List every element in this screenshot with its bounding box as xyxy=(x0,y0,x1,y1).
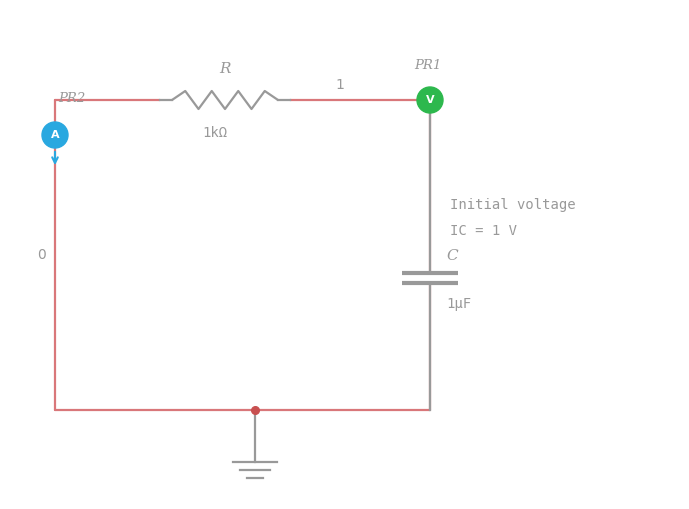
Text: A: A xyxy=(51,130,59,140)
Circle shape xyxy=(417,87,443,113)
Text: 1: 1 xyxy=(336,78,344,92)
Text: 1μF: 1μF xyxy=(446,297,471,311)
Text: 1kΩ: 1kΩ xyxy=(203,126,227,140)
Text: 0: 0 xyxy=(37,248,45,262)
Text: R: R xyxy=(219,62,231,76)
Text: Initial voltage: Initial voltage xyxy=(450,198,575,212)
Text: PR1: PR1 xyxy=(414,59,442,72)
Text: V: V xyxy=(426,95,434,105)
Circle shape xyxy=(42,122,68,148)
Text: PR2: PR2 xyxy=(58,92,85,105)
Text: C: C xyxy=(446,249,457,263)
Text: IC = 1 V: IC = 1 V xyxy=(450,224,517,238)
